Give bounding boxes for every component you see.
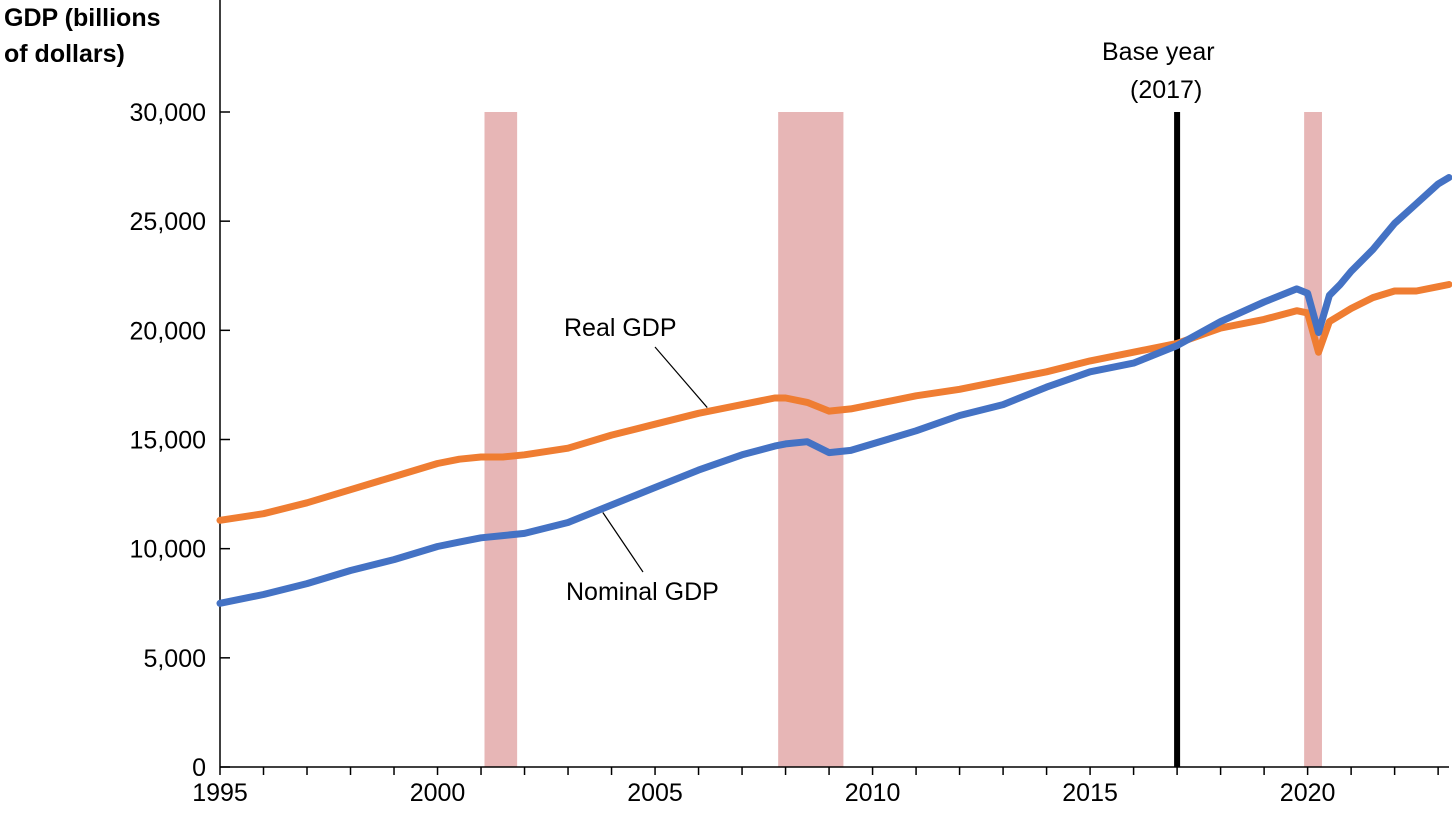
x-tick-label: 2020 <box>1280 779 1336 807</box>
annotation-leaders <box>602 346 708 573</box>
y-tick-label: 5,000 <box>143 645 206 673</box>
base-year-label-line-2: (2017) <box>1130 76 1203 104</box>
x-tick-label: 1995 <box>192 779 248 807</box>
y-axis-label-line-2: of dollars) <box>4 40 125 68</box>
real-gdp-annotation: Real GDP <box>564 314 677 342</box>
y-tick-label: 30,000 <box>130 99 206 127</box>
recession-bands <box>484 112 1322 767</box>
tick-labels: 0 5,000 10,000 15,000 20,000 25,000 30,000 1995… <box>130 99 1336 807</box>
x-tick-label: 2005 <box>627 779 683 807</box>
real-gdp-leader <box>654 346 708 408</box>
y-tick-label: 25,000 <box>130 208 206 236</box>
base-year-label-line-1: Base year <box>1102 38 1215 66</box>
recession-band-1 <box>484 112 518 767</box>
x-tick-label: 2015 <box>1062 779 1118 807</box>
y-tick-label: 15,000 <box>130 427 206 455</box>
y-tick-label: 20,000 <box>130 317 206 345</box>
recession-band-3 <box>1304 112 1322 767</box>
axes <box>219 0 1449 775</box>
series-lines <box>216 174 1452 607</box>
y-axis-label-line-1: GDP (billions <box>4 4 161 32</box>
recession-band-2 <box>778 112 844 767</box>
nominal-gdp-annotation: Nominal GDP <box>566 578 719 606</box>
y-tick-label: 0 <box>192 754 206 782</box>
series-line-real-gdp <box>216 281 1452 524</box>
nominal-gdp-leader <box>602 512 644 573</box>
y-tick-label: 10,000 <box>130 536 206 564</box>
x-tick-label: 2010 <box>845 779 901 807</box>
x-tick-label: 2000 <box>410 779 466 807</box>
series-line-nominal-gdp <box>216 174 1452 607</box>
